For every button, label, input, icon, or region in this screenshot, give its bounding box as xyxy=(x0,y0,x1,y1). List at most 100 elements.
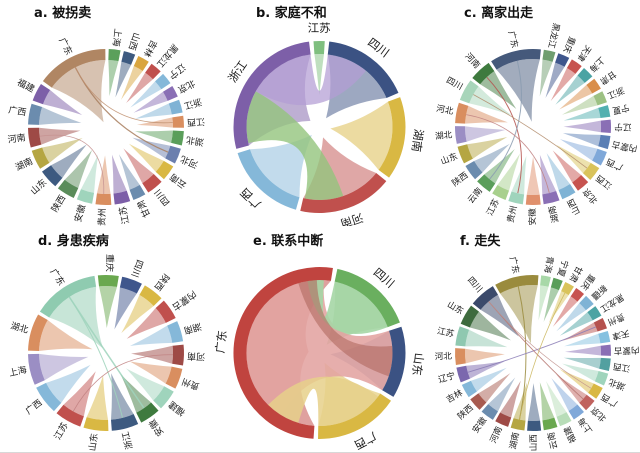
segment-四川 xyxy=(327,41,399,99)
label-广西: 广西 xyxy=(7,104,27,119)
segment-河南 xyxy=(472,62,495,85)
label-辽宁: 辽宁 xyxy=(166,61,188,82)
segment-云南 xyxy=(477,174,496,192)
label-内蒙古: 内蒙古 xyxy=(610,138,638,155)
panel-title-c: c. 离家出走 xyxy=(464,6,534,21)
label-湖北: 湖北 xyxy=(185,134,204,148)
panel-title-d: d. 身患疾病 xyxy=(38,234,109,249)
segment-甘肃 xyxy=(561,281,574,296)
label-北京: 北京 xyxy=(588,404,609,425)
petal-湖北 xyxy=(134,130,173,143)
segment-河北 xyxy=(454,348,466,365)
label-湖南: 湖南 xyxy=(13,155,34,174)
label-福建: 福建 xyxy=(166,398,188,418)
petal-安徽 xyxy=(488,377,516,412)
ribbon-浙江-河南 xyxy=(246,91,344,201)
petal-河南 xyxy=(500,380,521,418)
label-贵州: 贵州 xyxy=(96,208,109,226)
link-甘肃-湖南 xyxy=(519,292,566,420)
segment-湖北 xyxy=(28,314,48,352)
label-河南: 河南 xyxy=(487,424,505,445)
label-浙江: 浙江 xyxy=(119,430,135,450)
label-内蒙古: 内蒙古 xyxy=(170,288,199,313)
label-河南: 河南 xyxy=(7,131,27,145)
panel-a: a. 被拐卖 上海 山西 吉林 黑龙江 辽宁 北京 浙江 江西 湖北 河北 云南 四川 甘肃 江苏 贵州 安徽… xyxy=(0,0,213,226)
segment-山东 xyxy=(457,144,473,164)
petal-福建 xyxy=(125,368,165,401)
segment-山西 xyxy=(558,184,576,200)
segment-北京 xyxy=(162,85,178,101)
segment-江苏 xyxy=(113,190,131,205)
chord-diagram-ran-away: 黑龙江 重庆天津上海甘肃浙江宁夏辽宁内蒙古广西江西北京山西湖南安徽贵州江苏云南陕西… xyxy=(435,22,639,226)
petal-甘肃 xyxy=(559,84,593,110)
label-山东: 山东 xyxy=(410,352,427,376)
link-河南-贵州 xyxy=(39,134,105,194)
segment-四川 xyxy=(119,276,142,294)
segment-贵州 xyxy=(95,193,112,206)
label-广西: 广西 xyxy=(352,429,379,452)
segment-四川 xyxy=(142,174,162,193)
segment-重庆 xyxy=(97,275,119,287)
panel-b: b. 家庭不和 江苏 四川 湖南 河南 广西 浙江 xyxy=(213,0,427,226)
label-江苏: 江苏 xyxy=(51,420,70,442)
petal-贵州 xyxy=(511,155,527,195)
label-山东: 山东 xyxy=(28,176,49,197)
segment-安徽 xyxy=(525,194,541,206)
petal-黑龙江 xyxy=(539,59,553,97)
label-贵州: 贵州 xyxy=(180,375,201,392)
link-河南-贵州 xyxy=(486,76,523,194)
label-广东: 广东 xyxy=(213,330,229,354)
segment-重庆 xyxy=(555,53,570,67)
segment-山西 xyxy=(527,420,542,432)
segment-浙江 xyxy=(233,41,311,149)
segment-辽宁 xyxy=(155,73,171,90)
petal-湖北 xyxy=(562,363,599,382)
segment-浙江 xyxy=(593,91,607,106)
label-江苏: 江苏 xyxy=(436,324,456,340)
petal-江苏 xyxy=(63,371,96,417)
petal-青海 xyxy=(538,285,549,321)
label-北京: 北京 xyxy=(176,77,198,96)
segment-江苏 xyxy=(455,326,470,347)
label-四川: 四川 xyxy=(444,76,464,93)
petal-陕西 xyxy=(64,149,93,188)
segment-北京 xyxy=(572,175,589,191)
segment-北京 xyxy=(579,394,595,411)
segment-陕西 xyxy=(465,161,483,180)
petal-贵州 xyxy=(96,155,111,194)
label-广西: 广西 xyxy=(23,397,45,417)
segment-广西 xyxy=(588,383,603,399)
segment-广西 xyxy=(36,382,62,412)
segment-山东 xyxy=(460,305,480,328)
label-山西: 山西 xyxy=(528,434,539,452)
petal-江苏 xyxy=(465,329,508,348)
label-江苏: 江苏 xyxy=(308,21,331,35)
petal-上海 xyxy=(551,378,578,411)
label-云南: 云南 xyxy=(465,185,485,206)
petal-浙江 xyxy=(135,103,172,119)
petal-北京 xyxy=(133,91,168,113)
petal-福建 xyxy=(546,381,567,417)
segment-河北 xyxy=(455,102,469,124)
segment-陕西 xyxy=(57,179,79,199)
label-安徽: 安徽 xyxy=(526,208,538,226)
segment-宁夏 xyxy=(550,277,563,291)
link-广东-浙江 xyxy=(68,296,124,419)
segment-四川 xyxy=(459,80,479,104)
segment-云南 xyxy=(155,160,174,180)
label-陕西: 陕西 xyxy=(455,401,476,422)
segment-山西 xyxy=(121,51,136,65)
label-贵州: 贵州 xyxy=(606,311,626,329)
segment-广东 xyxy=(42,49,106,88)
petal-河南 xyxy=(39,127,81,145)
petal-广东 xyxy=(500,285,538,344)
segment-贵州 xyxy=(165,366,183,389)
ribbon-四川-广东 xyxy=(307,279,388,334)
petal-四川 xyxy=(123,148,154,184)
segment-安徽 xyxy=(136,402,159,423)
label-山东: 山东 xyxy=(86,432,100,451)
link-广东-江西 xyxy=(74,67,173,124)
label-四川: 四川 xyxy=(129,258,144,278)
